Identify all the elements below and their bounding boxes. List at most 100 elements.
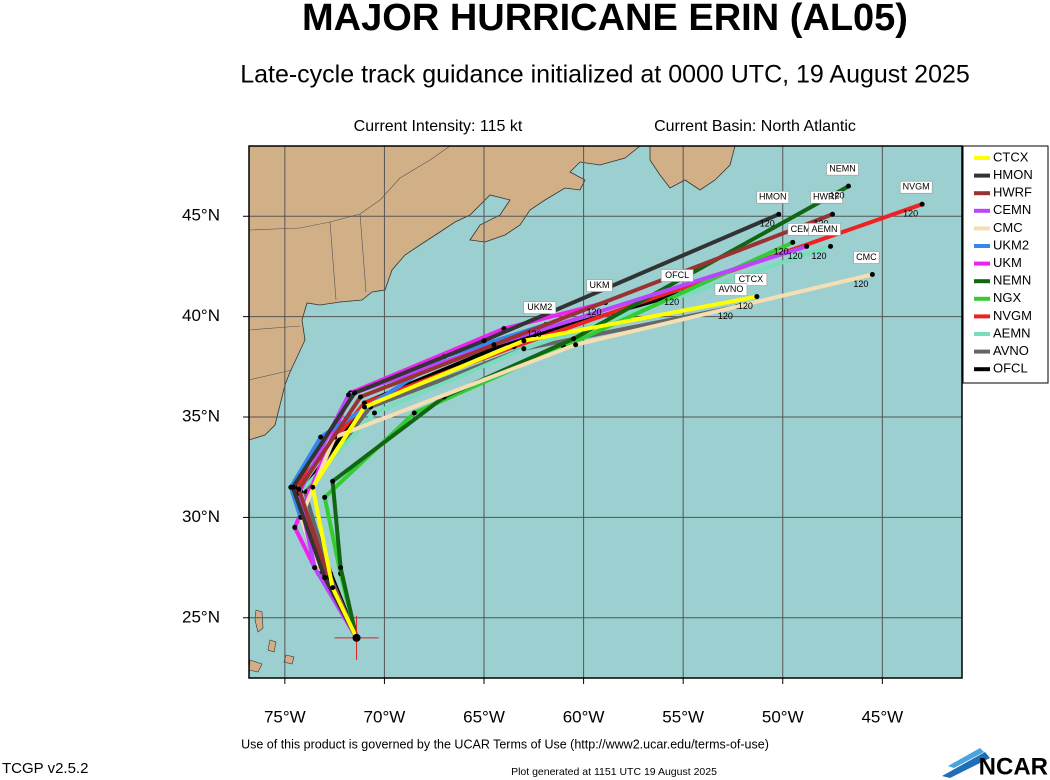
end-label: UKM2	[527, 302, 552, 312]
legend-label: UKM2	[993, 237, 1029, 252]
end-label: NVGM	[903, 182, 930, 192]
current-position	[352, 633, 361, 642]
track-point	[292, 524, 298, 530]
version: TCGP v2.5.2	[2, 760, 88, 777]
hour-label: 120	[527, 329, 542, 339]
newfoundland	[649, 146, 736, 191]
x-tick-label: 65°W	[463, 707, 505, 726]
tracks	[249, 146, 962, 678]
island	[267, 639, 277, 653]
legend-label: HMON	[993, 167, 1033, 182]
chart-title: MAJOR HURRICANE ERIN (AL05)	[302, 0, 908, 39]
x-tick-label: 50°W	[762, 707, 804, 726]
hour-label: 120	[812, 251, 827, 261]
hour-label: 120	[829, 191, 844, 201]
legend-label: AEMN	[993, 325, 1031, 340]
legend-label: OFCL	[993, 361, 1028, 376]
end-label: NEMN	[829, 164, 856, 174]
legend-label: UKM	[993, 255, 1022, 270]
hour-label: 120	[718, 311, 733, 321]
border	[359, 213, 367, 293]
y-tick-label: 40°N	[182, 306, 220, 325]
end-label-box	[810, 190, 843, 204]
track-point	[828, 243, 834, 249]
hour-label: 120	[774, 247, 789, 257]
legend-label: HWRF	[993, 185, 1032, 200]
track-point	[790, 239, 796, 245]
hour-label: 120	[664, 297, 679, 307]
hour-label: 120	[788, 251, 803, 261]
track-point	[521, 346, 527, 352]
track-point	[312, 565, 318, 571]
end-label-box	[853, 251, 880, 264]
track-point	[830, 211, 836, 217]
track-line	[290, 212, 780, 639]
track-point	[322, 575, 328, 581]
track-point	[481, 338, 487, 344]
terms: Use of this product is governed by the U…	[241, 737, 769, 751]
end-label: HMON	[759, 192, 787, 202]
track-point	[571, 336, 577, 342]
end-label-box	[660, 269, 694, 282]
track-point	[845, 183, 851, 189]
legend-box	[962, 145, 1049, 384]
end-label-box	[586, 279, 613, 292]
end-label: CMC	[856, 252, 877, 262]
end-label: OFCL	[665, 270, 689, 280]
intensity: Current Intensity: 115 kt	[354, 118, 523, 135]
track-point	[754, 294, 760, 300]
track-point	[362, 404, 368, 410]
hour-label: 120	[586, 307, 601, 317]
logo-mark	[948, 748, 984, 768]
x-tick-label: 45°W	[861, 707, 903, 726]
hour-label: 120	[738, 301, 753, 311]
x-tick-label: 75°W	[264, 707, 306, 726]
end-label-box	[899, 180, 933, 194]
legend-label: CTCX	[993, 149, 1029, 164]
track-point	[411, 410, 417, 416]
x-tick-label: 70°W	[364, 707, 406, 726]
border	[249, 325, 301, 331]
end-label: AEMN	[812, 224, 838, 234]
track-point	[362, 400, 368, 406]
end-label: UKM	[590, 280, 610, 290]
track-line	[330, 184, 850, 639]
track-point	[330, 585, 336, 591]
hour-label: 120	[760, 219, 775, 229]
track-point	[310, 484, 316, 490]
x-tick-label: 55°W	[662, 707, 704, 726]
y-tick-label: 25°N	[182, 607, 220, 626]
track-point	[358, 394, 364, 400]
track-point	[318, 434, 324, 440]
track-point	[491, 342, 497, 348]
track-point	[573, 342, 579, 348]
legend-label: NGX	[993, 290, 1022, 305]
y-tick-label: 45°N	[182, 206, 220, 225]
legend-label: NEMN	[993, 273, 1031, 288]
track-point	[322, 494, 328, 500]
land	[249, 146, 736, 673]
border	[249, 146, 451, 231]
mainland	[249, 146, 641, 441]
generated: Plot generated at 1151 UTC 19 August 202…	[511, 766, 717, 778]
basin: Current Basin: North Atlantic	[654, 118, 856, 135]
island	[283, 654, 295, 665]
end-label-box	[756, 190, 790, 204]
x-tick-label: 60°W	[563, 707, 605, 726]
track-point	[804, 243, 810, 249]
legend-label: CMC	[993, 220, 1023, 235]
track-point	[521, 338, 527, 344]
map-frame	[248, 145, 963, 679]
track-point	[776, 211, 782, 217]
end-label-box	[734, 273, 768, 286]
end-label-box	[826, 162, 859, 176]
track-point	[338, 565, 344, 571]
legend-label: AVNO	[993, 343, 1029, 358]
track-point	[296, 486, 302, 492]
hour-label: 120	[903, 209, 918, 219]
track-line	[296, 244, 808, 639]
end-label: HWRF	[813, 192, 840, 202]
end-label-box	[714, 283, 748, 296]
border	[329, 221, 337, 301]
end-label: AVNO	[719, 284, 744, 294]
